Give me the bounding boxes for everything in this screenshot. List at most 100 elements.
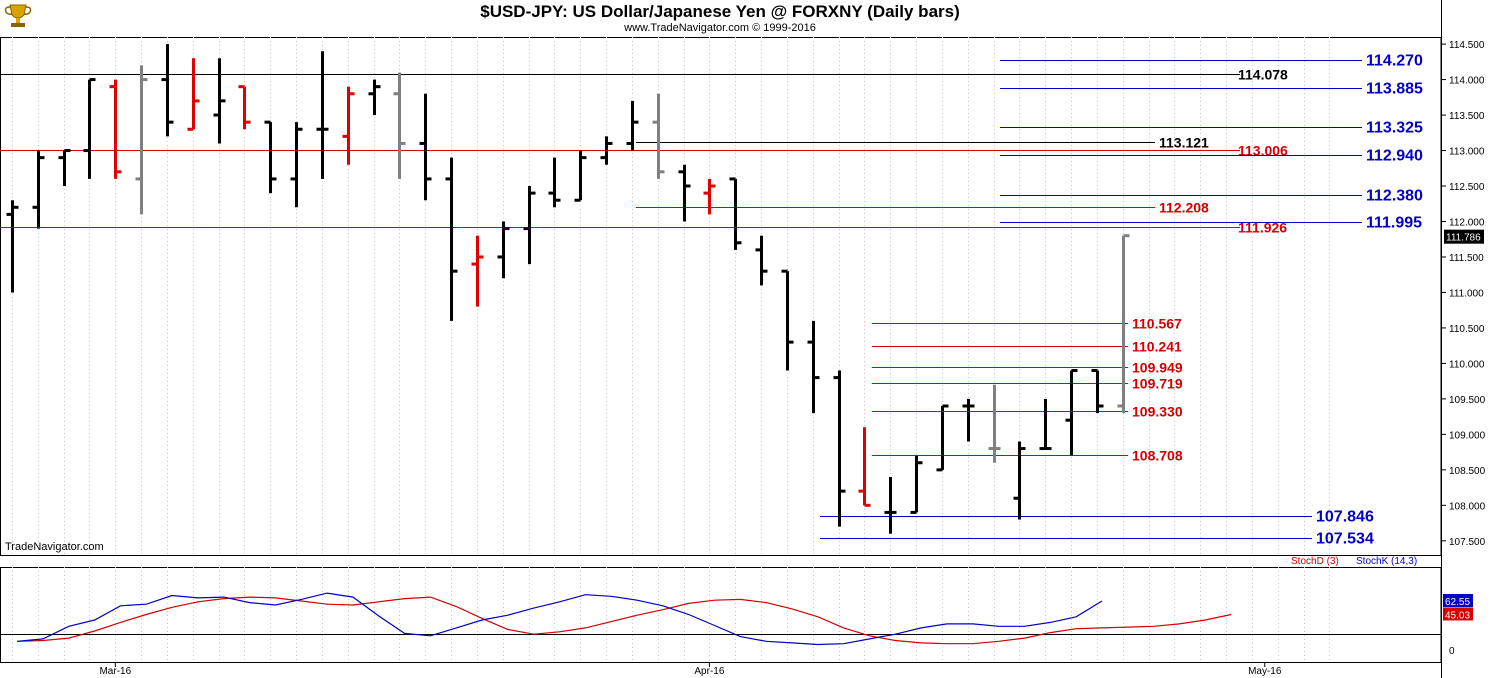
y-tick-label: 107.500 xyxy=(1449,537,1486,548)
last-price-label: 111.786 xyxy=(1446,233,1481,244)
ohlc-bar xyxy=(471,235,484,307)
ohlc-bar xyxy=(445,157,458,321)
y-tick-label: 113.500 xyxy=(1449,111,1485,122)
y-tick-label: 114.000 xyxy=(1449,76,1485,87)
ohlc-bar xyxy=(109,79,122,179)
x-tick-label: May-16 xyxy=(1248,666,1282,677)
axes-layer: 114.500 114.000 113.500 113.000 112.500 112.0… xyxy=(99,40,1485,677)
ohlc-bar xyxy=(161,44,174,137)
stoch-value-label: 45.03 xyxy=(1445,610,1470,621)
level-label: 109.330 xyxy=(1132,404,1183,420)
stoch-value-label: 62.55 xyxy=(1445,597,1470,608)
level-label: 112.940 xyxy=(1366,148,1423,165)
ohlc-bar xyxy=(368,79,381,116)
stoch-value-box xyxy=(1443,607,1473,621)
ohlc-bar xyxy=(574,150,587,202)
ohlc-bar xyxy=(729,177,742,250)
level-label: 108.708 xyxy=(1132,448,1183,464)
level-label: 110.567 xyxy=(1132,316,1182,332)
ohlc-bar xyxy=(678,164,691,222)
ohlc-bar xyxy=(1091,369,1104,414)
ohlc-bar xyxy=(1013,441,1026,520)
ohlc-bar xyxy=(1039,398,1052,451)
ohlc-bar xyxy=(600,136,613,165)
ohlc-bar xyxy=(83,78,96,179)
level-label: 107.846 xyxy=(1316,509,1374,526)
x-tick-label: Mar-16 xyxy=(99,666,131,677)
level-label: 114.078 xyxy=(1238,67,1288,83)
y-tick-label: 110.500 xyxy=(1449,324,1485,335)
bars-layer xyxy=(6,44,1130,534)
ohlc-bar xyxy=(523,186,536,265)
legend-stochd: StochD (3) xyxy=(1291,556,1339,567)
x-tick-label: Apr-16 xyxy=(694,666,724,677)
level-label: 109.949 xyxy=(1132,360,1183,376)
ohlc-bar xyxy=(1065,369,1078,456)
ohlc-bar xyxy=(626,100,639,151)
stoch-value-box xyxy=(1443,594,1473,608)
ohlc-bar xyxy=(833,370,846,527)
stoch-line xyxy=(17,596,1232,645)
stoch-layer xyxy=(0,592,1441,646)
ohlc-bar xyxy=(393,72,406,179)
y-tick-label: 108.500 xyxy=(1449,466,1486,477)
level-label: 109.719 xyxy=(1132,376,1183,392)
ohlc-bar xyxy=(213,58,226,144)
ohlc-bar xyxy=(703,178,716,215)
ohlc-bar xyxy=(548,157,561,208)
ohlc-bar xyxy=(58,149,71,187)
ohlc-bar xyxy=(962,398,975,442)
trophy-logo-icon xyxy=(4,4,32,27)
y-tick-label: 112.000 xyxy=(1449,217,1485,228)
level-label: 113.006 xyxy=(1238,143,1288,159)
y-tick-label: 109.500 xyxy=(1449,395,1486,406)
ohlc-bar xyxy=(238,85,251,130)
level-label: 113.325 xyxy=(1366,120,1423,137)
ohlc-bar xyxy=(988,384,1001,463)
level-label: 113.121 xyxy=(1159,135,1209,151)
ohlc-bar xyxy=(781,269,794,371)
chart-title: $USD-JPY: US Dollar/Japanese Yen @ FORXN… xyxy=(480,2,960,21)
ohlc-bar xyxy=(755,235,768,286)
ohlc-bar xyxy=(32,150,45,229)
ohlc-bar xyxy=(419,93,432,201)
ohlc-bar xyxy=(290,122,303,208)
stoch-y-tick-label: 0 xyxy=(1449,646,1455,657)
level-label: 113.885 xyxy=(1366,81,1423,98)
stoch-panel-frame xyxy=(0,567,1442,663)
ohlc-bar xyxy=(135,65,148,215)
levels-layer: 114.270 114.078 113.885 113.325 113.121 113.0… xyxy=(0,53,1423,548)
ohlc-bar xyxy=(6,200,19,293)
ohlc-bar xyxy=(807,320,820,414)
ohlc-bar xyxy=(858,427,871,507)
ohlc-bar xyxy=(497,221,510,279)
ohlc-bar xyxy=(264,120,277,194)
ohlc-bar xyxy=(652,93,665,179)
y-tick-label: 111.000 xyxy=(1449,288,1484,299)
level-label: 110.241 xyxy=(1132,339,1182,355)
stoch-line xyxy=(17,592,1103,646)
last-price-box xyxy=(1444,229,1484,244)
level-label: 111.926 xyxy=(1238,220,1287,236)
ohlc-bar xyxy=(910,455,923,514)
y-tick-label: 108.000 xyxy=(1449,501,1486,512)
legend-stochk: StochK (14,3) xyxy=(1356,556,1418,567)
level-label: 112.208 xyxy=(1159,200,1209,216)
ohlc-bar xyxy=(884,476,897,534)
level-label: 112.380 xyxy=(1366,188,1423,205)
ohlc-bar xyxy=(187,58,200,131)
level-label: 107.534 xyxy=(1316,531,1374,548)
y-tick-label: 111.500 xyxy=(1449,253,1484,264)
y-tick-label: 109.000 xyxy=(1449,430,1486,441)
ohlc-bar xyxy=(342,86,355,165)
ohlc-bar xyxy=(936,404,949,472)
watermark: TradeNavigator.com xyxy=(5,541,104,553)
y-tick-label: 113.000 xyxy=(1449,147,1485,158)
y-tick-label: 114.500 xyxy=(1449,40,1485,51)
y-tick-label: 112.500 xyxy=(1449,182,1485,193)
chart-subtitle: www.TradeNavigator.com © 1999-2016 xyxy=(624,22,816,34)
ohlc-bar xyxy=(316,51,329,179)
y-tick-label: 110.000 xyxy=(1449,359,1485,370)
level-label: 114.270 xyxy=(1366,53,1423,70)
